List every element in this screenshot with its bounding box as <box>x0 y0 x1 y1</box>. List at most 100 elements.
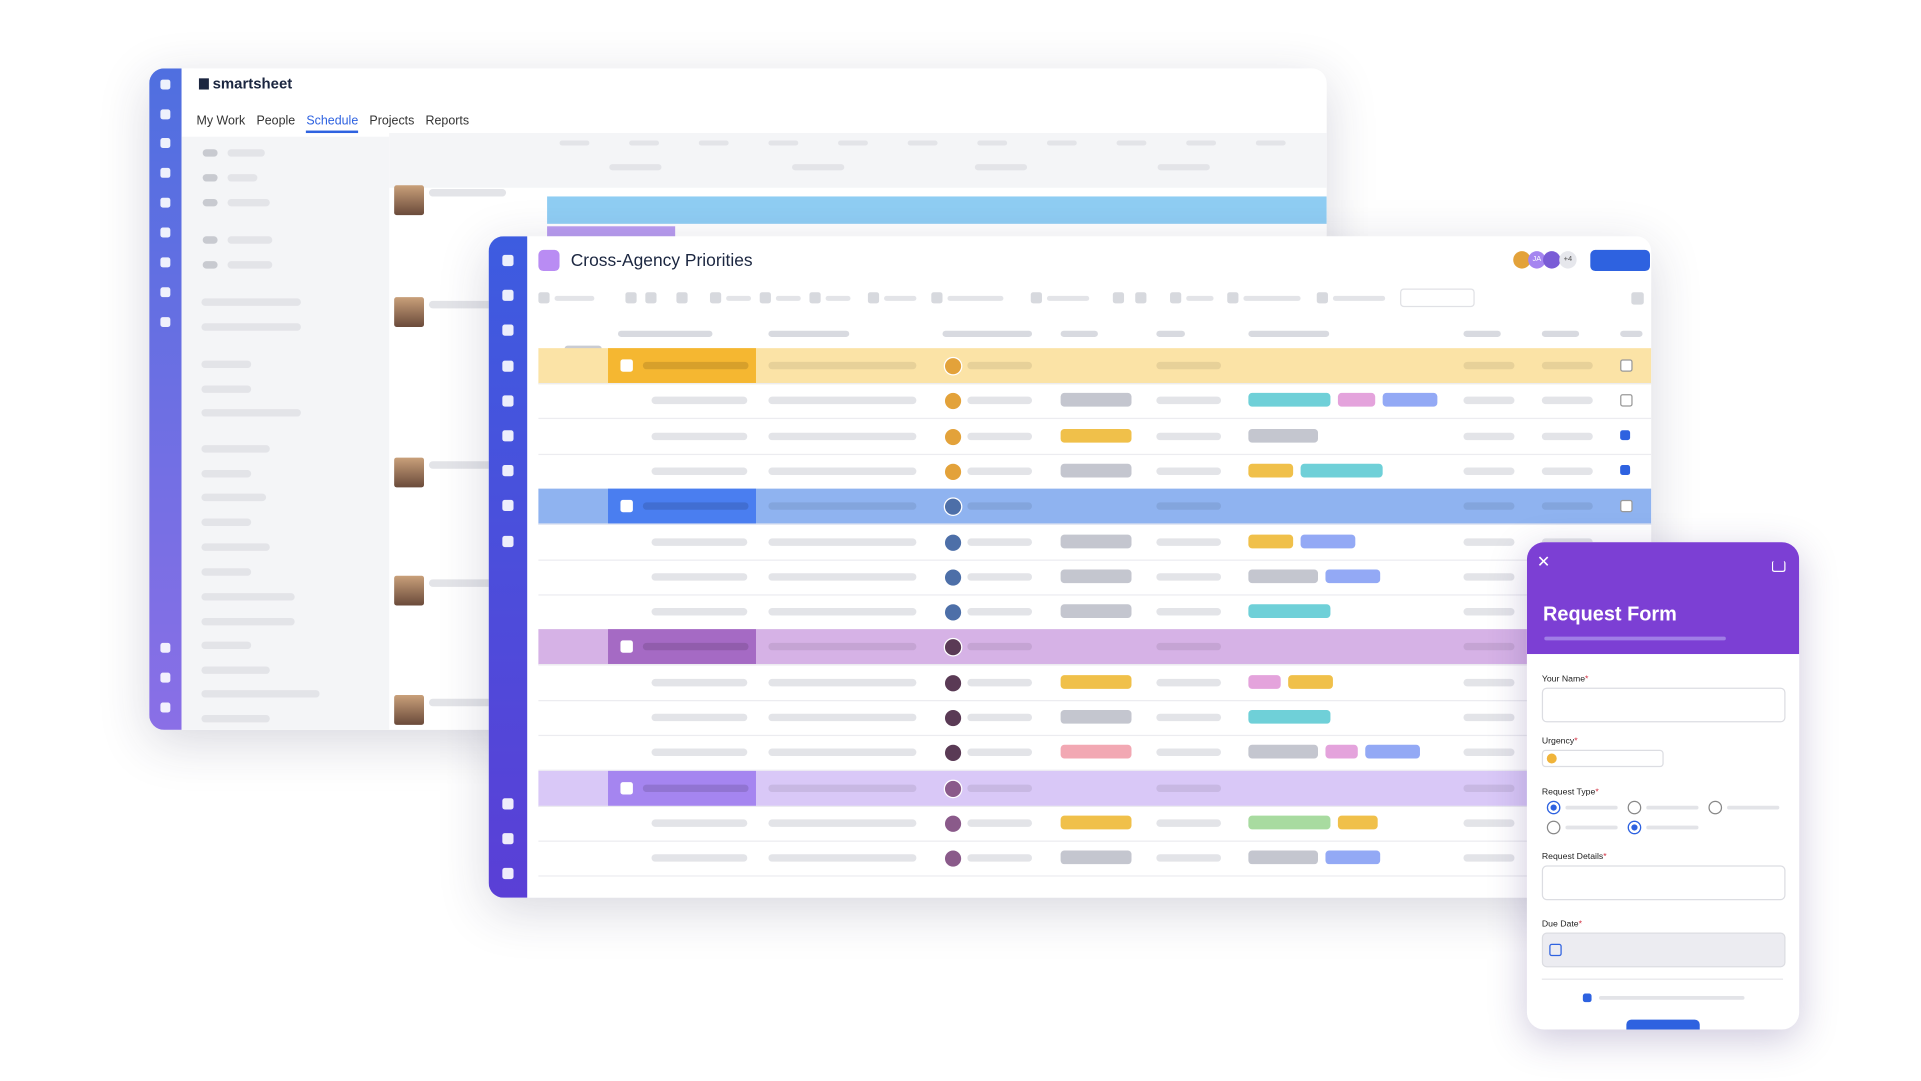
text-placeholder <box>1541 502 1593 511</box>
name-input[interactable] <box>1541 687 1786 723</box>
status-pill <box>1060 745 1132 759</box>
radio[interactable] <box>1708 800 1723 815</box>
nav-item[interactable]: Schedule <box>306 114 359 134</box>
text-placeholder <box>227 149 265 157</box>
toolbar-icon[interactable] <box>538 292 550 304</box>
row <box>538 419 1652 455</box>
nav-item[interactable]: Projects <box>369 114 415 129</box>
toolbar-icon[interactable] <box>931 292 943 304</box>
close-button[interactable]: ✕ <box>1536 552 1551 571</box>
details-input[interactable] <box>1541 865 1786 901</box>
text-placeholder <box>1541 537 1593 546</box>
text-placeholder <box>1156 784 1222 792</box>
date-input[interactable] <box>1541 932 1786 968</box>
tag-pill <box>1248 569 1319 583</box>
toolbar-icon[interactable] <box>1112 292 1125 304</box>
option-placeholder <box>1646 805 1699 810</box>
date-placeholder <box>559 140 590 146</box>
sidebar-icon <box>160 257 171 268</box>
group-row <box>538 629 1652 666</box>
toolbar-icon[interactable] <box>1170 292 1182 304</box>
sidebar-icon <box>502 360 514 372</box>
checkbox[interactable] <box>1620 359 1633 372</box>
row <box>538 559 1652 596</box>
required-mark: * <box>1585 675 1589 684</box>
text-placeholder <box>768 502 917 511</box>
submit-button[interactable] <box>1626 1019 1700 1030</box>
toolbar-icon[interactable] <box>759 292 771 304</box>
sidebar-icon <box>502 289 514 301</box>
avatar <box>1513 251 1531 269</box>
toolbar-icon[interactable] <box>809 292 821 304</box>
share-icon[interactable] <box>1771 560 1786 572</box>
text-placeholder <box>651 713 748 722</box>
status-pill <box>1060 709 1132 724</box>
left-panel <box>181 136 390 730</box>
avatar-more: +4 <box>1559 251 1577 269</box>
radio[interactable] <box>1546 820 1561 835</box>
option-placeholder <box>1565 805 1618 810</box>
column-header <box>1248 330 1330 337</box>
radio[interactable] <box>1546 800 1561 815</box>
group-row <box>538 488 1652 525</box>
checkbox[interactable] <box>1620 394 1633 407</box>
radio[interactable] <box>1627 800 1642 815</box>
checkbox[interactable] <box>1620 429 1631 440</box>
collapse-button[interactable] <box>620 359 633 372</box>
date-placeholder <box>609 164 662 171</box>
tag-pill <box>1248 428 1319 443</box>
sidebar-icon <box>502 499 514 512</box>
required-mark: * <box>1574 737 1578 747</box>
checkbox[interactable] <box>1620 464 1631 475</box>
field-label: Your Name* <box>1541 675 1589 684</box>
column-header <box>1156 330 1185 337</box>
urgency-select[interactable] <box>1541 749 1664 768</box>
row <box>538 700 1652 737</box>
toolbar-icon[interactable] <box>625 292 637 304</box>
toolbar-icon[interactable] <box>1631 292 1644 305</box>
collapse-button[interactable] <box>620 640 633 654</box>
date-placeholder <box>974 164 1028 171</box>
tag-pill <box>1248 850 1319 865</box>
text-placeholder <box>768 572 917 581</box>
toolbar-icon[interactable] <box>645 292 657 304</box>
collapse-button[interactable] <box>620 781 633 795</box>
field-label: Request Type* <box>1541 788 1599 798</box>
sidebar-icon <box>502 867 514 880</box>
avatar <box>943 427 963 446</box>
dropdown[interactable] <box>1400 288 1475 308</box>
toolbar-icon[interactable] <box>867 292 880 304</box>
toolbar-icon[interactable] <box>676 292 688 304</box>
nav-item[interactable]: Reports <box>425 114 470 129</box>
radio[interactable] <box>1627 820 1642 835</box>
icon-placeholder <box>202 198 218 207</box>
sidebar-icon <box>502 395 514 407</box>
field-label: Due Date* <box>1541 920 1582 929</box>
collapse-button[interactable] <box>620 500 633 513</box>
toolbar-icon[interactable] <box>1227 292 1239 304</box>
text-placeholder <box>967 713 1033 722</box>
date-placeholder <box>907 140 938 146</box>
toolbar-icon[interactable] <box>1135 292 1147 304</box>
nav-item[interactable]: People <box>256 114 296 129</box>
toolbar-icon[interactable] <box>1316 292 1328 304</box>
text-placeholder <box>651 397 748 405</box>
text-placeholder <box>1156 361 1222 370</box>
column-header <box>1620 330 1643 337</box>
text-placeholder <box>201 298 301 306</box>
text-placeholder <box>201 470 252 478</box>
avatar <box>943 462 963 482</box>
checkbox[interactable] <box>1620 500 1633 513</box>
column-header <box>1541 330 1580 337</box>
consent-placeholder <box>1599 995 1745 1000</box>
text-placeholder <box>428 698 507 707</box>
tag-pill <box>1337 815 1378 830</box>
toolbar-icon[interactable] <box>1030 292 1042 304</box>
toolbar-text <box>947 295 1004 301</box>
nav-item[interactable]: My Work <box>196 114 246 129</box>
share-button[interactable] <box>1590 249 1650 272</box>
text-placeholder <box>1541 432 1593 440</box>
checkbox[interactable] <box>1582 993 1592 1003</box>
toolbar-text <box>1243 295 1301 301</box>
toolbar-icon[interactable] <box>709 292 722 304</box>
